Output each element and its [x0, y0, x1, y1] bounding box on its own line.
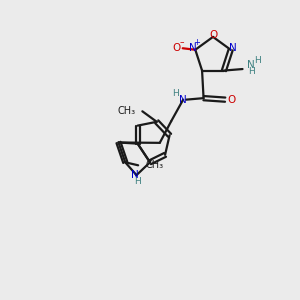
Text: N: N — [229, 43, 237, 53]
Text: N: N — [189, 43, 197, 53]
Text: H: H — [254, 56, 261, 65]
Text: H: H — [134, 177, 141, 186]
Text: O: O — [227, 94, 235, 105]
Text: CH₃: CH₃ — [117, 106, 135, 116]
Text: H: H — [172, 89, 179, 98]
Text: O: O — [209, 29, 218, 40]
Text: O: O — [172, 43, 181, 53]
Text: N: N — [131, 170, 139, 180]
Text: CH₃: CH₃ — [145, 160, 164, 170]
Text: +: + — [194, 38, 200, 47]
Text: H: H — [248, 67, 254, 76]
Text: N: N — [247, 60, 255, 70]
Text: –: – — [180, 38, 184, 47]
Text: N: N — [179, 94, 186, 105]
